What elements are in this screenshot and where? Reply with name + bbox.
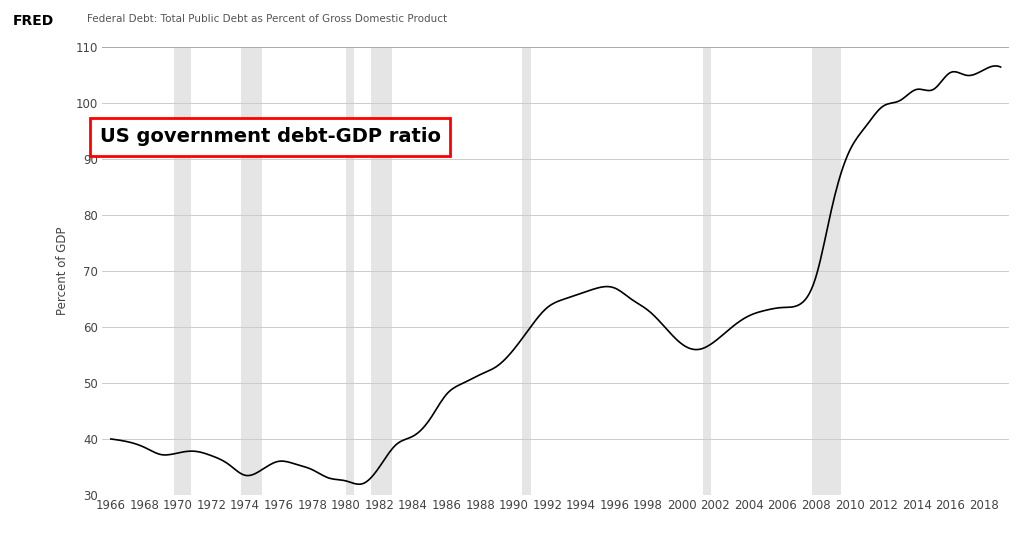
Text: FRED: FRED (12, 14, 53, 28)
Bar (174, 47, 190, 495)
Bar (371, 47, 392, 495)
Bar (346, 47, 354, 495)
Bar (702, 47, 711, 495)
Y-axis label: Percent of GDP: Percent of GDP (56, 227, 69, 316)
Text: US government debt-GDP ratio: US government debt-GDP ratio (99, 127, 440, 147)
Bar (812, 47, 841, 495)
Bar (241, 47, 262, 495)
Text: Federal Debt: Total Public Debt as Percent of Gross Domestic Product: Federal Debt: Total Public Debt as Perce… (87, 14, 447, 24)
Bar (522, 47, 530, 495)
